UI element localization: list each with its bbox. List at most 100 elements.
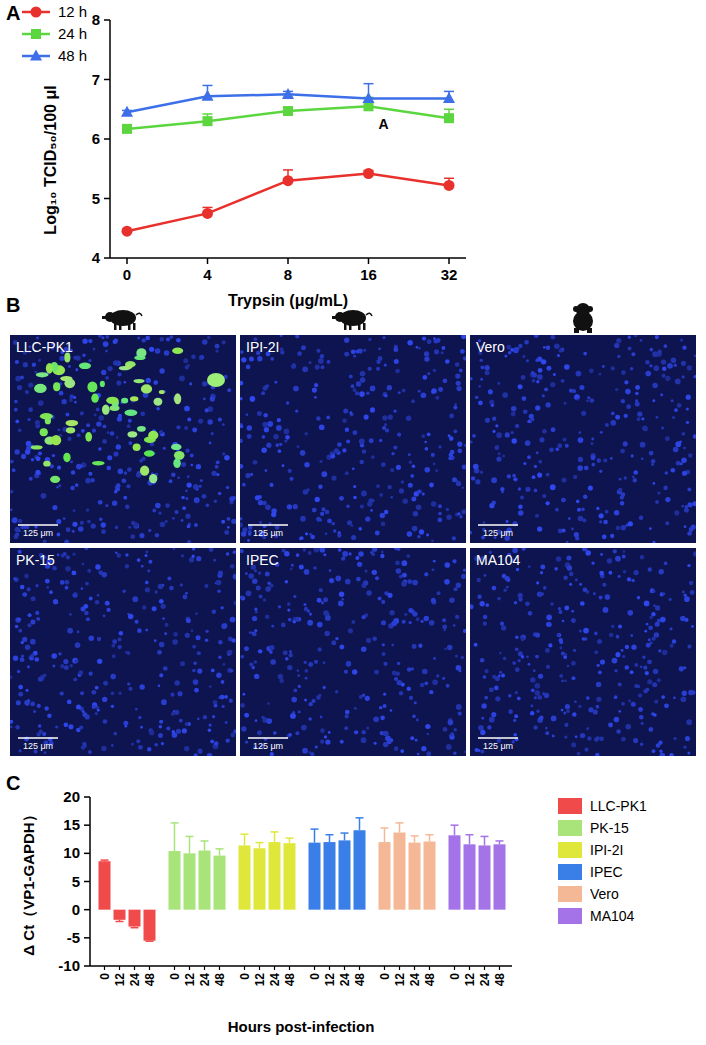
nucleus <box>368 367 372 371</box>
nucleus <box>457 449 462 454</box>
nucleus <box>617 338 621 342</box>
nucleus <box>193 662 196 665</box>
nucleus <box>694 375 696 378</box>
nucleus <box>603 520 608 525</box>
nucleus <box>137 336 140 339</box>
nucleus <box>166 337 170 341</box>
nucleus <box>526 655 529 658</box>
nucleus <box>599 520 602 523</box>
nucleus <box>611 411 615 415</box>
nucleus <box>224 455 230 461</box>
nucleus <box>546 346 551 351</box>
nucleus <box>378 596 382 600</box>
nucleus <box>418 347 421 350</box>
nucleus <box>103 341 109 347</box>
nucleus <box>212 715 215 718</box>
nucleus <box>125 564 129 568</box>
nucleus <box>379 439 382 442</box>
nucleus <box>323 597 328 602</box>
nucleus <box>209 442 212 445</box>
nucleus <box>549 448 554 453</box>
nucleus <box>511 406 517 412</box>
nucleus <box>20 376 24 380</box>
nucleus <box>148 560 152 564</box>
nucleus <box>194 753 198 756</box>
nucleus <box>10 676 12 679</box>
nucleus <box>559 638 563 642</box>
legend-item: 24 h <box>22 25 87 42</box>
nucleus <box>29 477 33 481</box>
annotation: A <box>379 116 389 132</box>
nucleus <box>399 488 404 493</box>
nucleus <box>378 347 381 350</box>
nucleus <box>189 382 192 385</box>
legend-label: 24 h <box>58 25 87 42</box>
nucleus <box>69 613 72 616</box>
nucleus <box>594 632 598 636</box>
icon-leg <box>574 328 579 333</box>
nucleus <box>139 684 144 689</box>
nucleus <box>397 680 402 685</box>
nucleus <box>448 456 452 460</box>
nucleus <box>293 689 297 693</box>
monkey-icon <box>573 303 593 333</box>
nucleus <box>391 452 394 455</box>
nucleus <box>631 454 634 457</box>
nucleus <box>446 514 452 520</box>
nucleus <box>137 558 141 562</box>
nucleus <box>362 449 367 454</box>
nucleus <box>115 526 119 530</box>
nucleus <box>656 416 659 419</box>
nucleus <box>98 335 102 338</box>
nucleus <box>234 601 236 606</box>
nucleus <box>240 397 243 400</box>
nucleus <box>356 381 361 386</box>
nucleus <box>266 443 271 448</box>
nucleus <box>113 732 117 736</box>
nucleus <box>503 588 507 592</box>
nucleus <box>172 730 176 734</box>
nucleus <box>240 439 243 443</box>
image-label: PK-15 <box>16 552 55 568</box>
nucleus <box>140 726 143 729</box>
nucleus <box>359 391 365 397</box>
icon-tail <box>366 313 372 316</box>
nucleus <box>473 464 479 470</box>
nucleus <box>436 674 439 677</box>
nucleus <box>525 440 531 446</box>
nucleus <box>316 695 321 700</box>
nucleus <box>449 436 454 441</box>
nucleus <box>576 500 580 504</box>
nucleus <box>599 470 602 473</box>
nucleus <box>35 657 40 662</box>
nucleus <box>429 483 434 488</box>
nucleus <box>227 653 230 656</box>
micrograph: Vero125 μm <box>468 333 697 544</box>
nucleus <box>608 571 612 575</box>
nucleus <box>320 728 325 733</box>
nucleus <box>98 447 101 450</box>
nucleus <box>554 567 558 571</box>
nucleus <box>10 508 13 511</box>
nucleus <box>477 578 481 582</box>
nucleus <box>218 640 222 644</box>
nucleus <box>57 554 60 557</box>
nucleus <box>665 497 670 502</box>
nucleus <box>304 669 308 673</box>
nucleus <box>370 551 373 554</box>
nucleus <box>257 356 262 361</box>
nucleus <box>291 697 297 703</box>
nucleus <box>288 733 292 737</box>
nucleus <box>187 525 191 529</box>
nucleus <box>651 459 656 464</box>
nucleus <box>645 371 651 377</box>
nucleus <box>579 385 584 390</box>
nucleus <box>276 425 282 431</box>
nucleus <box>633 738 638 743</box>
nucleus <box>545 402 550 407</box>
nucleus <box>671 357 677 363</box>
nucleus <box>382 392 387 397</box>
nucleus <box>391 621 397 627</box>
nucleus <box>517 696 521 700</box>
nucleus <box>407 531 413 537</box>
